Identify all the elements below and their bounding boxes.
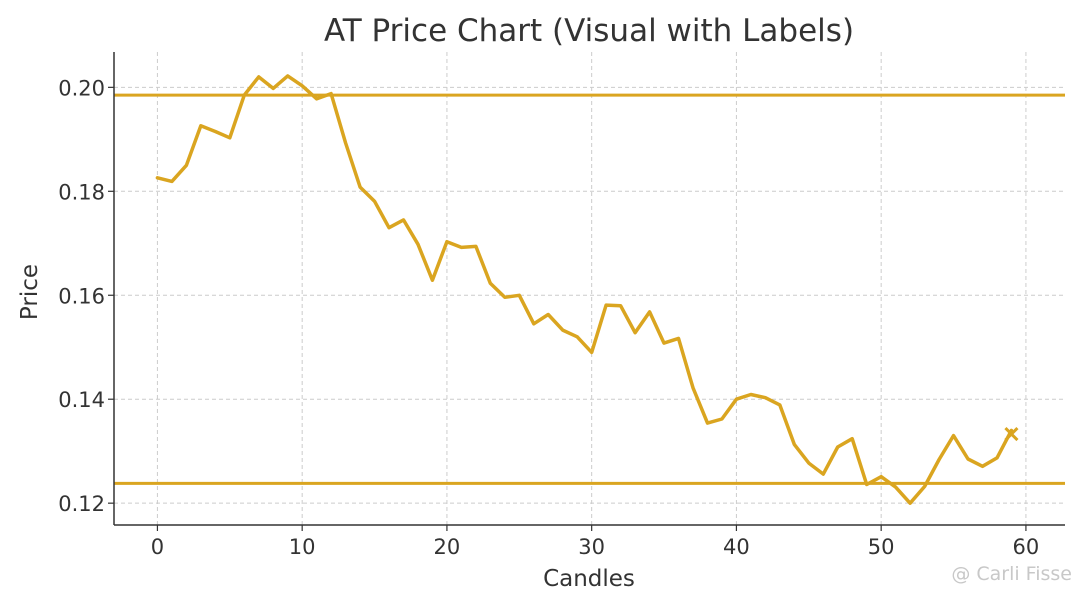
price-line [155, 74, 1014, 505]
end-marker-stroke [1004, 426, 1019, 442]
y-tick-label: 0.16 [58, 284, 105, 308]
end-marker [1004, 426, 1019, 442]
y-axis-label: Price [17, 264, 43, 320]
x-tick-label: 20 [434, 535, 461, 559]
y-tick-label: 0.20 [58, 76, 105, 100]
chart-title: AT Price Chart (Visual with Labels) [324, 13, 854, 49]
x-tick-label: 30 [578, 535, 605, 559]
horizontal-lines [114, 93, 1065, 485]
watermark-text: @ Carli Fisse [951, 563, 1072, 585]
grid [114, 52, 1065, 525]
x-tick-label: 40 [723, 535, 750, 559]
axes [108, 52, 1065, 531]
series [155, 74, 1019, 505]
x-axis-label: Candles [543, 566, 635, 592]
x-tick-label: 10 [289, 535, 316, 559]
y-tick-label: 0.18 [58, 180, 105, 204]
tick-labels: 0 10 20 30 40 50 60 0.12 0.14 0.16 0.18 0.20 [58, 76, 1039, 559]
y-tick-label: 0.12 [58, 492, 105, 516]
x-tick-label: 50 [868, 535, 895, 559]
y-tick-label: 0.14 [58, 388, 105, 412]
x-tick-label: 60 [1013, 535, 1040, 559]
x-tick-label: 0 [151, 535, 164, 559]
